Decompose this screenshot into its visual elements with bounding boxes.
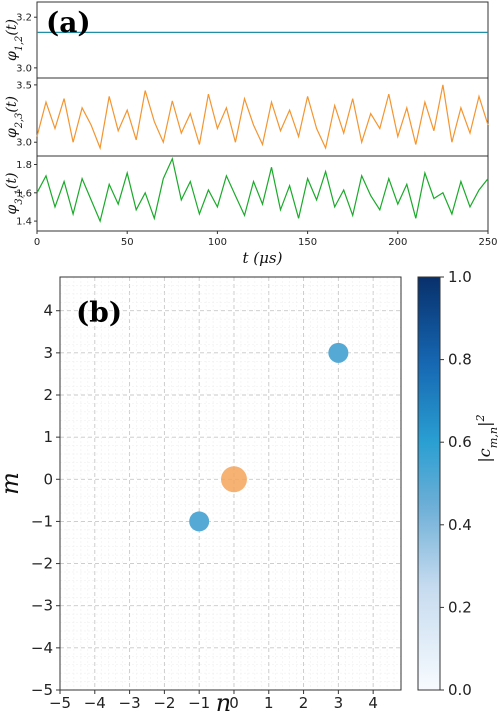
ytick-label: 3.0 [16, 138, 32, 149]
ytick-label: 1.6 [16, 188, 32, 199]
xtick-label: 3 [334, 694, 344, 712]
colorbar: 0.0 0.2 0.4 0.6 0.8 1.0 |cm,n|2 [417, 268, 498, 699]
scatter-point [220, 466, 247, 493]
panel-a-bottom-frame [36, 155, 489, 232]
colorbar-tick-label: 0.6 [448, 433, 472, 451]
ytick-label: 3.2 [16, 13, 32, 24]
colorbar-tick-label: 0.8 [448, 351, 472, 369]
xtick-label: 50 [121, 237, 134, 248]
xtick-label: −3 [119, 694, 141, 712]
ytick-label: 1 [43, 428, 53, 446]
xtick-label: 200 [388, 237, 407, 248]
ytick-label: 3.0 [16, 63, 32, 74]
xtick-label: 2 [299, 694, 309, 712]
xtick-label: 0 [229, 694, 239, 712]
xtick-label: 4 [368, 694, 378, 712]
panel-a-top-frame [36, 1, 489, 79]
xtick-label: −2 [153, 694, 175, 712]
series-line-middle [36, 84, 489, 151]
ytick-label: 0 [43, 470, 53, 488]
scatter-point [328, 342, 349, 363]
colorbar-tick-label: 0.0 [448, 681, 472, 699]
xtick-label: 150 [298, 237, 317, 248]
ytick-label: 4 [43, 302, 53, 320]
ytick-label: 3 [43, 344, 53, 362]
colorbar-tick-label: 0.2 [448, 598, 472, 616]
scatter-point [189, 511, 210, 532]
xtick-label: 250 [478, 237, 497, 248]
colorbar-tick-label: 1.0 [448, 268, 472, 286]
y-axis-label: φ1,2(t) [4, 19, 25, 61]
x-axis-label: t (μs) [243, 249, 283, 267]
panel-b-frame [59, 276, 402, 691]
ytick-label: −1 [31, 512, 53, 530]
xtick-label: −4 [84, 694, 106, 712]
xtick-label: −1 [188, 694, 210, 712]
xtick-label: −5 [49, 694, 71, 712]
colorbar-label: |cm,n|2 [474, 414, 498, 462]
ytick-label: 1.8 [16, 160, 32, 171]
xtick-label: 1 [264, 694, 274, 712]
ytick-label: 1.4 [16, 217, 32, 228]
ytick-label: −4 [31, 639, 53, 657]
panel-b-label: (b) [76, 296, 122, 329]
colorbar-tick-label: 0.4 [448, 516, 472, 534]
xtick-label: 100 [208, 237, 227, 248]
panel-b: −5−5 −4 −4 −3 −3 −2 −2 −1 −1 0 0 1 1 2 2 3 3 4 4 n m (b) [0, 276, 402, 713]
ytick-label: 3.5 [16, 80, 32, 91]
ytick-label: 2 [43, 386, 53, 404]
y-axis-label: m [0, 472, 24, 495]
series-line-bottom [36, 156, 489, 223]
xtick-label: 0 [34, 237, 40, 248]
ytick-label: −2 [31, 555, 53, 573]
colorbar-gradient [417, 276, 441, 691]
x-axis-label: n [216, 689, 231, 713]
ytick-label: −5 [31, 681, 53, 699]
y-axis-label: φ3,1(t) [4, 173, 25, 215]
ytick-label: −3 [31, 597, 53, 615]
panel-a: 3.23.0φ1,2(t)3.53.0φ2,3(t)1.81.61.4φ3,1(… [4, 1, 498, 267]
panel-a-label: (a) [46, 6, 91, 39]
y-axis-label: φ2,3(t) [4, 96, 25, 138]
